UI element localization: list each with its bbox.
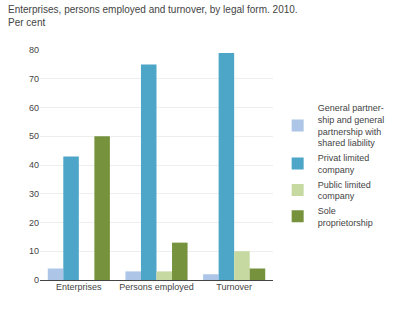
svg-text:30: 30	[29, 189, 39, 199]
svg-text:10: 10	[29, 246, 39, 256]
svg-text:General partner-ship and gener: General partner-ship and generalpartners…	[318, 103, 385, 148]
svg-text:Enterprises, persons employed: Enterprises, persons employed and turnov…	[8, 4, 298, 28]
svg-text:40: 40	[29, 160, 39, 170]
svg-text:0: 0	[34, 275, 39, 285]
svg-text:20: 20	[29, 218, 39, 228]
svg-text:Public limitedcompany: Public limitedcompany	[318, 180, 371, 202]
svg-text:50: 50	[29, 131, 39, 141]
svg-text:Turnover: Turnover	[216, 282, 252, 292]
svg-text:60: 60	[29, 103, 39, 113]
svg-text:Soleproprietorship: Soleproprietorship	[318, 206, 373, 228]
svg-text:Persons employed: Persons employed	[119, 282, 194, 292]
svg-text:70: 70	[29, 74, 39, 84]
svg-text:Privat limitedcompany: Privat limitedcompany	[318, 153, 370, 175]
svg-text:Enterprises: Enterprises	[56, 282, 102, 292]
svg-text:80: 80	[29, 45, 39, 55]
